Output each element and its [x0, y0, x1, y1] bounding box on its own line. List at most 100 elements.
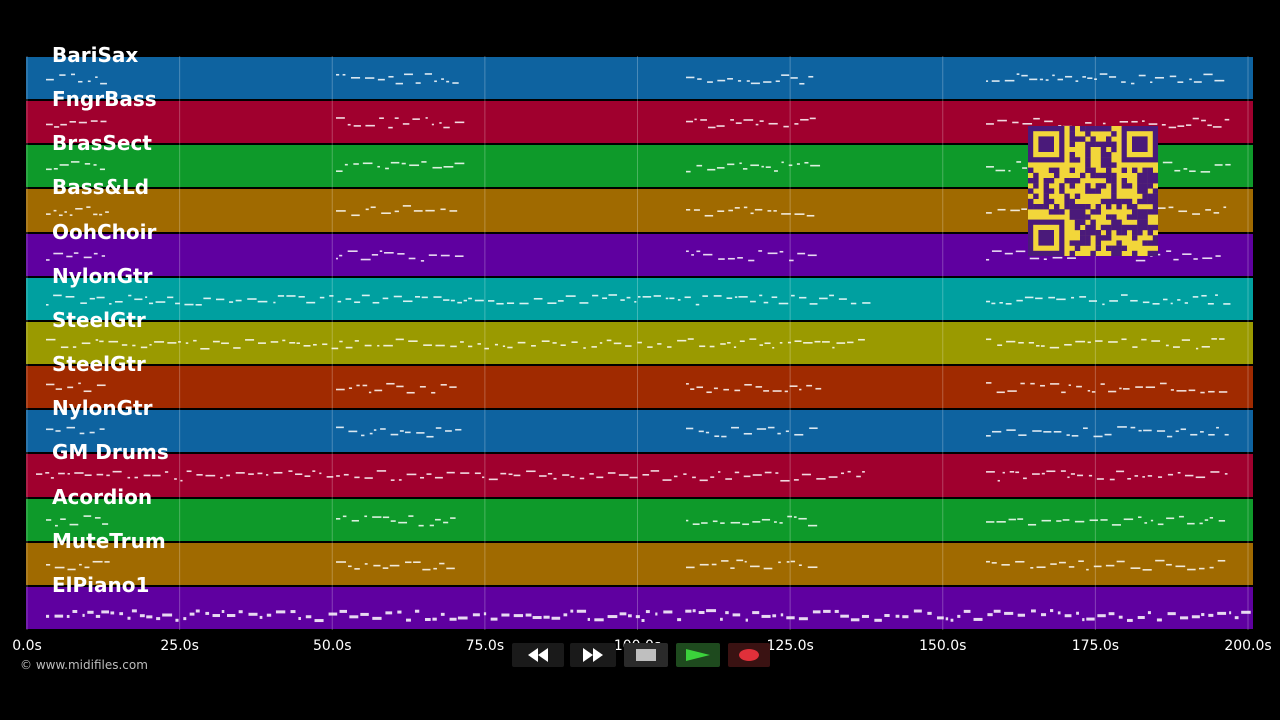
note [127, 616, 131, 620]
note [432, 617, 437, 621]
note [1041, 519, 1052, 522]
note [1203, 73, 1213, 76]
note [764, 472, 772, 474]
note [200, 347, 210, 350]
note [553, 478, 557, 480]
note [756, 428, 767, 431]
note [1086, 568, 1089, 571]
note [635, 614, 640, 618]
note [850, 618, 860, 622]
note [799, 388, 802, 391]
note [743, 119, 754, 121]
note [1183, 168, 1188, 170]
note [351, 519, 359, 522]
note [1142, 476, 1145, 479]
note [354, 301, 361, 303]
play-button[interactable] [676, 643, 720, 667]
note [364, 562, 368, 565]
note [602, 297, 608, 299]
note [1015, 471, 1020, 474]
note [626, 296, 631, 299]
note [1148, 123, 1158, 126]
note [408, 340, 418, 342]
note [744, 384, 752, 386]
note [723, 388, 729, 391]
note [390, 479, 395, 482]
note [289, 341, 296, 344]
note [46, 258, 50, 261]
note [1150, 81, 1153, 84]
note [1192, 295, 1199, 298]
note [184, 303, 194, 306]
note [1062, 518, 1070, 521]
note [727, 163, 735, 166]
note [599, 342, 603, 344]
note [1120, 293, 1128, 296]
note [1095, 340, 1103, 342]
note [1070, 473, 1075, 476]
note [58, 473, 65, 475]
note [1166, 249, 1172, 252]
note [1156, 618, 1162, 622]
note [772, 346, 775, 349]
note [1089, 518, 1098, 521]
note [687, 338, 694, 340]
note [483, 612, 487, 616]
note [460, 472, 470, 475]
note [266, 474, 269, 477]
note [793, 515, 797, 518]
note [376, 470, 387, 473]
note [457, 301, 462, 304]
note [799, 296, 807, 299]
note [695, 303, 700, 306]
note [1057, 611, 1061, 615]
note [1068, 384, 1071, 387]
note [775, 80, 780, 83]
track-notes [46, 338, 1225, 350]
note [735, 122, 742, 125]
note [673, 475, 678, 478]
note [834, 609, 839, 613]
note [365, 125, 375, 127]
note [95, 76, 98, 78]
note [421, 161, 427, 164]
note [259, 615, 263, 619]
forward-button[interactable] [570, 643, 616, 667]
note [814, 340, 821, 343]
note [1211, 338, 1217, 340]
note [726, 297, 733, 299]
track-12 [26, 586, 1253, 629]
note [902, 615, 909, 619]
note [449, 210, 458, 213]
note [351, 214, 360, 217]
note [701, 521, 708, 524]
stop-button[interactable] [624, 643, 668, 667]
rewind-button[interactable] [512, 643, 564, 667]
note [1175, 565, 1186, 567]
note [390, 519, 396, 522]
note [913, 609, 922, 613]
note [997, 480, 1000, 482]
note [248, 612, 258, 616]
note [248, 473, 254, 476]
note [53, 210, 57, 212]
note [828, 476, 838, 479]
note [963, 609, 971, 613]
note [349, 615, 359, 619]
note [389, 564, 400, 567]
note [1225, 164, 1231, 166]
note [734, 471, 740, 474]
note [1182, 252, 1192, 255]
note [433, 567, 437, 570]
note [396, 385, 404, 388]
note [500, 473, 507, 475]
note [713, 294, 722, 297]
track-label: Acordion [52, 484, 153, 509]
note [1074, 520, 1085, 522]
note [196, 474, 203, 477]
note [146, 615, 153, 619]
note [775, 472, 779, 475]
record-button[interactable] [728, 643, 770, 667]
note [220, 477, 223, 479]
tick-label: 125.0s [766, 638, 814, 654]
